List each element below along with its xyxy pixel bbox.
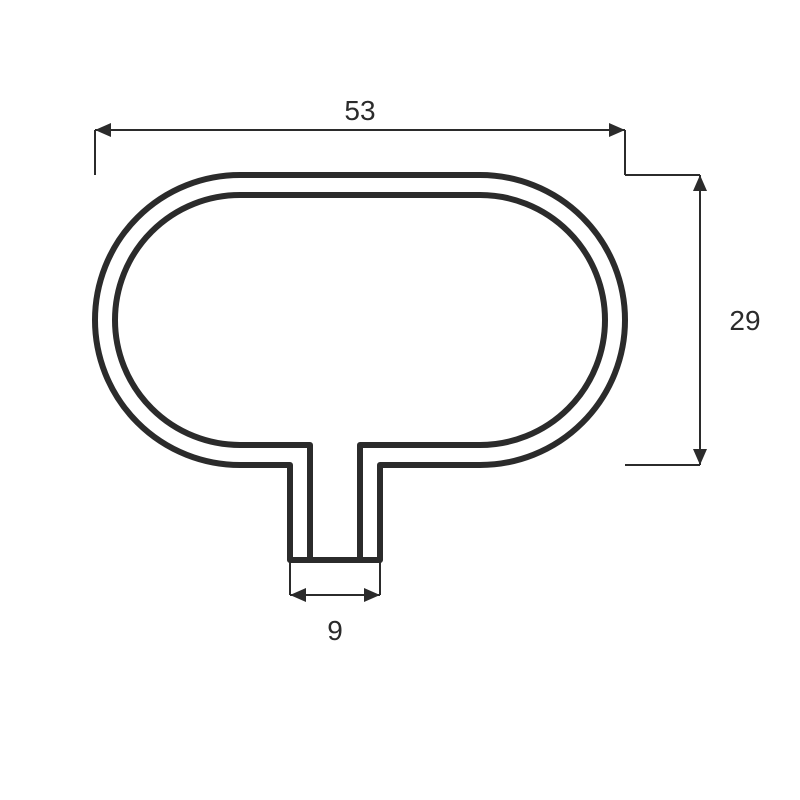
- dim-stem-text: 9: [327, 615, 343, 646]
- part-inner: [115, 195, 605, 560]
- dim-width: 53: [95, 95, 625, 175]
- dim-width-text: 53: [344, 95, 375, 126]
- technical-drawing: 53 29 9: [0, 0, 800, 800]
- dim-height: 29: [625, 175, 761, 465]
- part-outline: [95, 175, 625, 560]
- dim-stem: 9: [290, 560, 380, 646]
- dim-height-text: 29: [729, 305, 760, 336]
